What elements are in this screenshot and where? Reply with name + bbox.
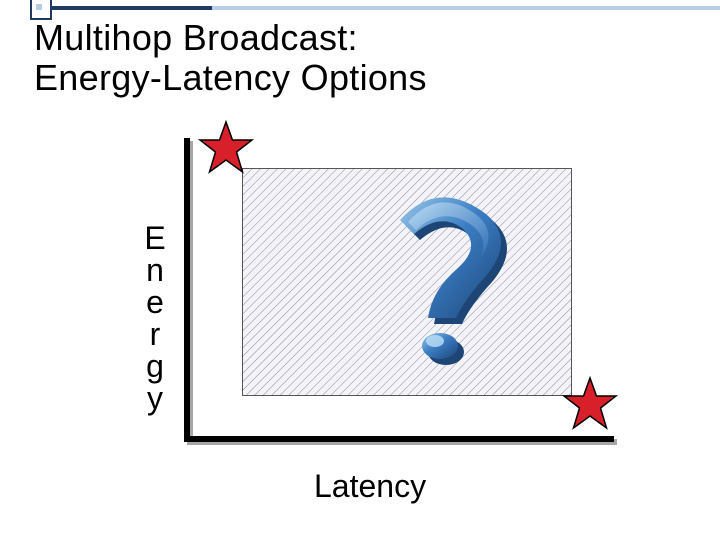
accent-bar-dark — [52, 6, 212, 10]
star-top-left — [198, 120, 254, 176]
star-icon — [198, 120, 254, 176]
star-icon — [562, 376, 618, 432]
y-axis-label: Energy — [136, 220, 173, 412]
page-title: Multihop Broadcast: Energy-Latency Optio… — [34, 18, 427, 97]
title-line-2: Energy-Latency Options — [34, 57, 427, 98]
accent-bar-light — [212, 6, 720, 10]
title-line-1: Multihop Broadcast: — [34, 17, 358, 58]
star-bottom-right — [562, 376, 618, 432]
x-axis — [184, 436, 614, 442]
top-accent — [0, 0, 720, 4]
question-mark-icon — [358, 190, 518, 370]
x-axis-label: Latency — [314, 468, 426, 505]
slide-root: Multihop Broadcast: Energy-Latency Optio… — [0, 0, 720, 540]
y-axis — [184, 138, 190, 438]
chart-area: Energy Latency — [184, 138, 624, 448]
